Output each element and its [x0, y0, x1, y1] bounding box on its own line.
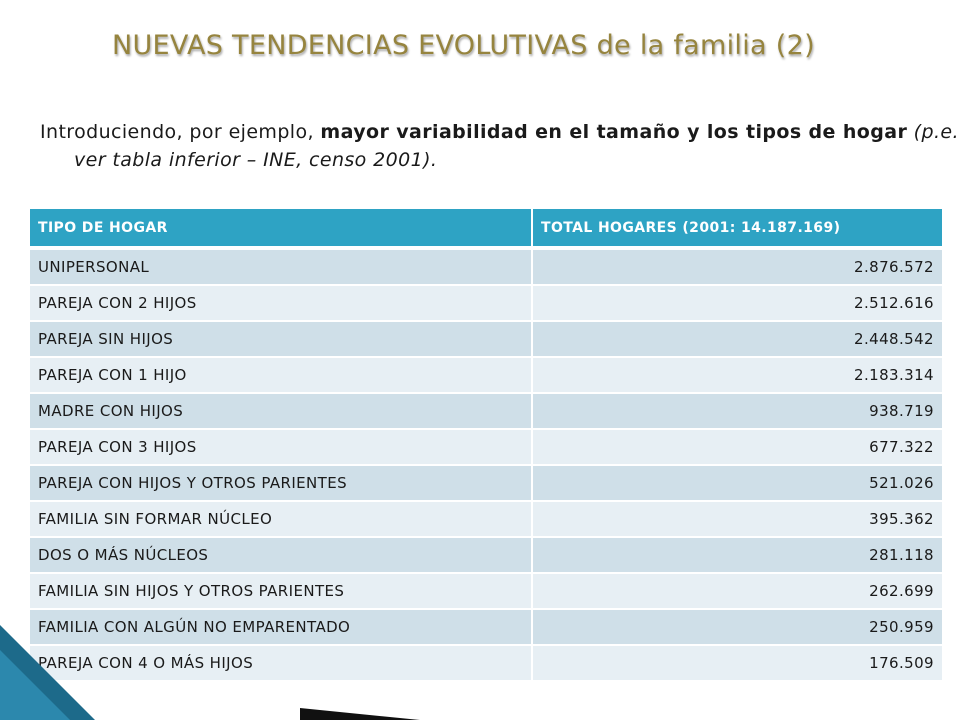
household-type-cell: FAMILIA CON ALGÚN NO EMPARENTADO — [30, 608, 532, 645]
household-total-cell: 250.959 — [531, 608, 942, 645]
household-types-table: TIPO DE HOGAR TOTAL HOGARES (2001: 14.18… — [30, 209, 942, 680]
corner-dark-wedge — [300, 708, 420, 720]
table-row: MADRE CON HIJOS 938.719 — [30, 392, 942, 429]
household-type-cell: PAREJA CON 1 HIJO — [30, 356, 532, 393]
table-row: FAMILIA CON ALGÚN NO EMPARENTADO 250.959 — [30, 608, 942, 645]
household-type-cell: FAMILIA SIN FORMAR NÚCLEO — [30, 500, 532, 537]
table-row: PAREJA CON 4 O MÁS HIJOS 176.509 — [30, 644, 942, 680]
table-row: UNIPERSONAL 2.876.572 — [30, 247, 942, 285]
intro-citation: (p.e. ver tabla inferior – INE, censo 20… — [74, 121, 959, 171]
table-header-row: TIPO DE HOGAR TOTAL HOGARES (2001: 14.18… — [30, 209, 942, 250]
table-row: PAREJA CON 3 HIJOS 677.322 — [30, 428, 942, 465]
table-row: PAREJA CON 2 HIJOS 2.512.616 — [30, 284, 942, 321]
household-total-cell: 677.322 — [531, 428, 942, 465]
table-row: DOS O MÁS NÚCLEOS 281.118 — [30, 536, 942, 573]
household-total-cell: 2.183.314 — [531, 356, 942, 393]
household-type-cell: PAREJA SIN HIJOS — [30, 320, 532, 357]
household-type-cell: FAMILIA SIN HIJOS Y OTROS PARIENTES — [30, 572, 532, 609]
table-body: UNIPERSONAL 2.876.572 PAREJA CON 2 HIJOS 2.… — [30, 247, 942, 680]
household-total-cell: 281.118 — [531, 536, 942, 573]
household-type-cell: PAREJA CON 2 HIJOS — [30, 284, 532, 321]
household-total-cell: 395.362 — [531, 500, 942, 537]
intro-emphasis: mayor variabilidad en el tamaño y los ti… — [320, 121, 908, 143]
household-type-cell: PAREJA CON 4 O MÁS HIJOS — [30, 644, 532, 680]
household-total-cell: 938.719 — [531, 392, 942, 429]
household-type-cell: MADRE CON HIJOS — [30, 392, 532, 429]
household-total-cell: 2.876.572 — [531, 247, 942, 285]
intro-paragraph: Introduciendo, por ejemplo, mayor variab… — [40, 118, 960, 174]
table-row: PAREJA CON HIJOS Y OTROS PARIENTES 521.02… — [30, 464, 942, 501]
intro-text: Introduciendo, por ejemplo, — [40, 121, 321, 143]
slide-title: NUEVAS TENDENCIAS EVOLUTIVAS de la famil… — [112, 30, 815, 61]
household-type-cell: PAREJA CON HIJOS Y OTROS PARIENTES — [30, 464, 532, 501]
household-type-cell: DOS O MÁS NÚCLEOS — [30, 536, 532, 573]
household-type-cell: PAREJA CON 3 HIJOS — [30, 428, 532, 465]
table-row: PAREJA CON 1 HIJO 2.183.314 — [30, 356, 942, 393]
household-type-cell: UNIPERSONAL — [30, 247, 532, 285]
household-total-cell: 262.699 — [531, 572, 942, 609]
table-row: FAMILIA SIN HIJOS Y OTROS PARIENTES 262.6… — [30, 572, 942, 609]
table-row: PAREJA SIN HIJOS 2.448.542 — [30, 320, 942, 357]
household-total-cell: 521.026 — [531, 464, 942, 501]
table-row: FAMILIA SIN FORMAR NÚCLEO 395.362 — [30, 500, 942, 537]
header-total-households: TOTAL HOGARES (2001: 14.187.169) — [531, 209, 942, 250]
household-total-cell: 2.448.542 — [531, 320, 942, 357]
household-total-cell: 2.512.616 — [531, 284, 942, 321]
household-total-cell: 176.509 — [531, 644, 942, 680]
header-household-type: TIPO DE HOGAR — [30, 209, 532, 250]
